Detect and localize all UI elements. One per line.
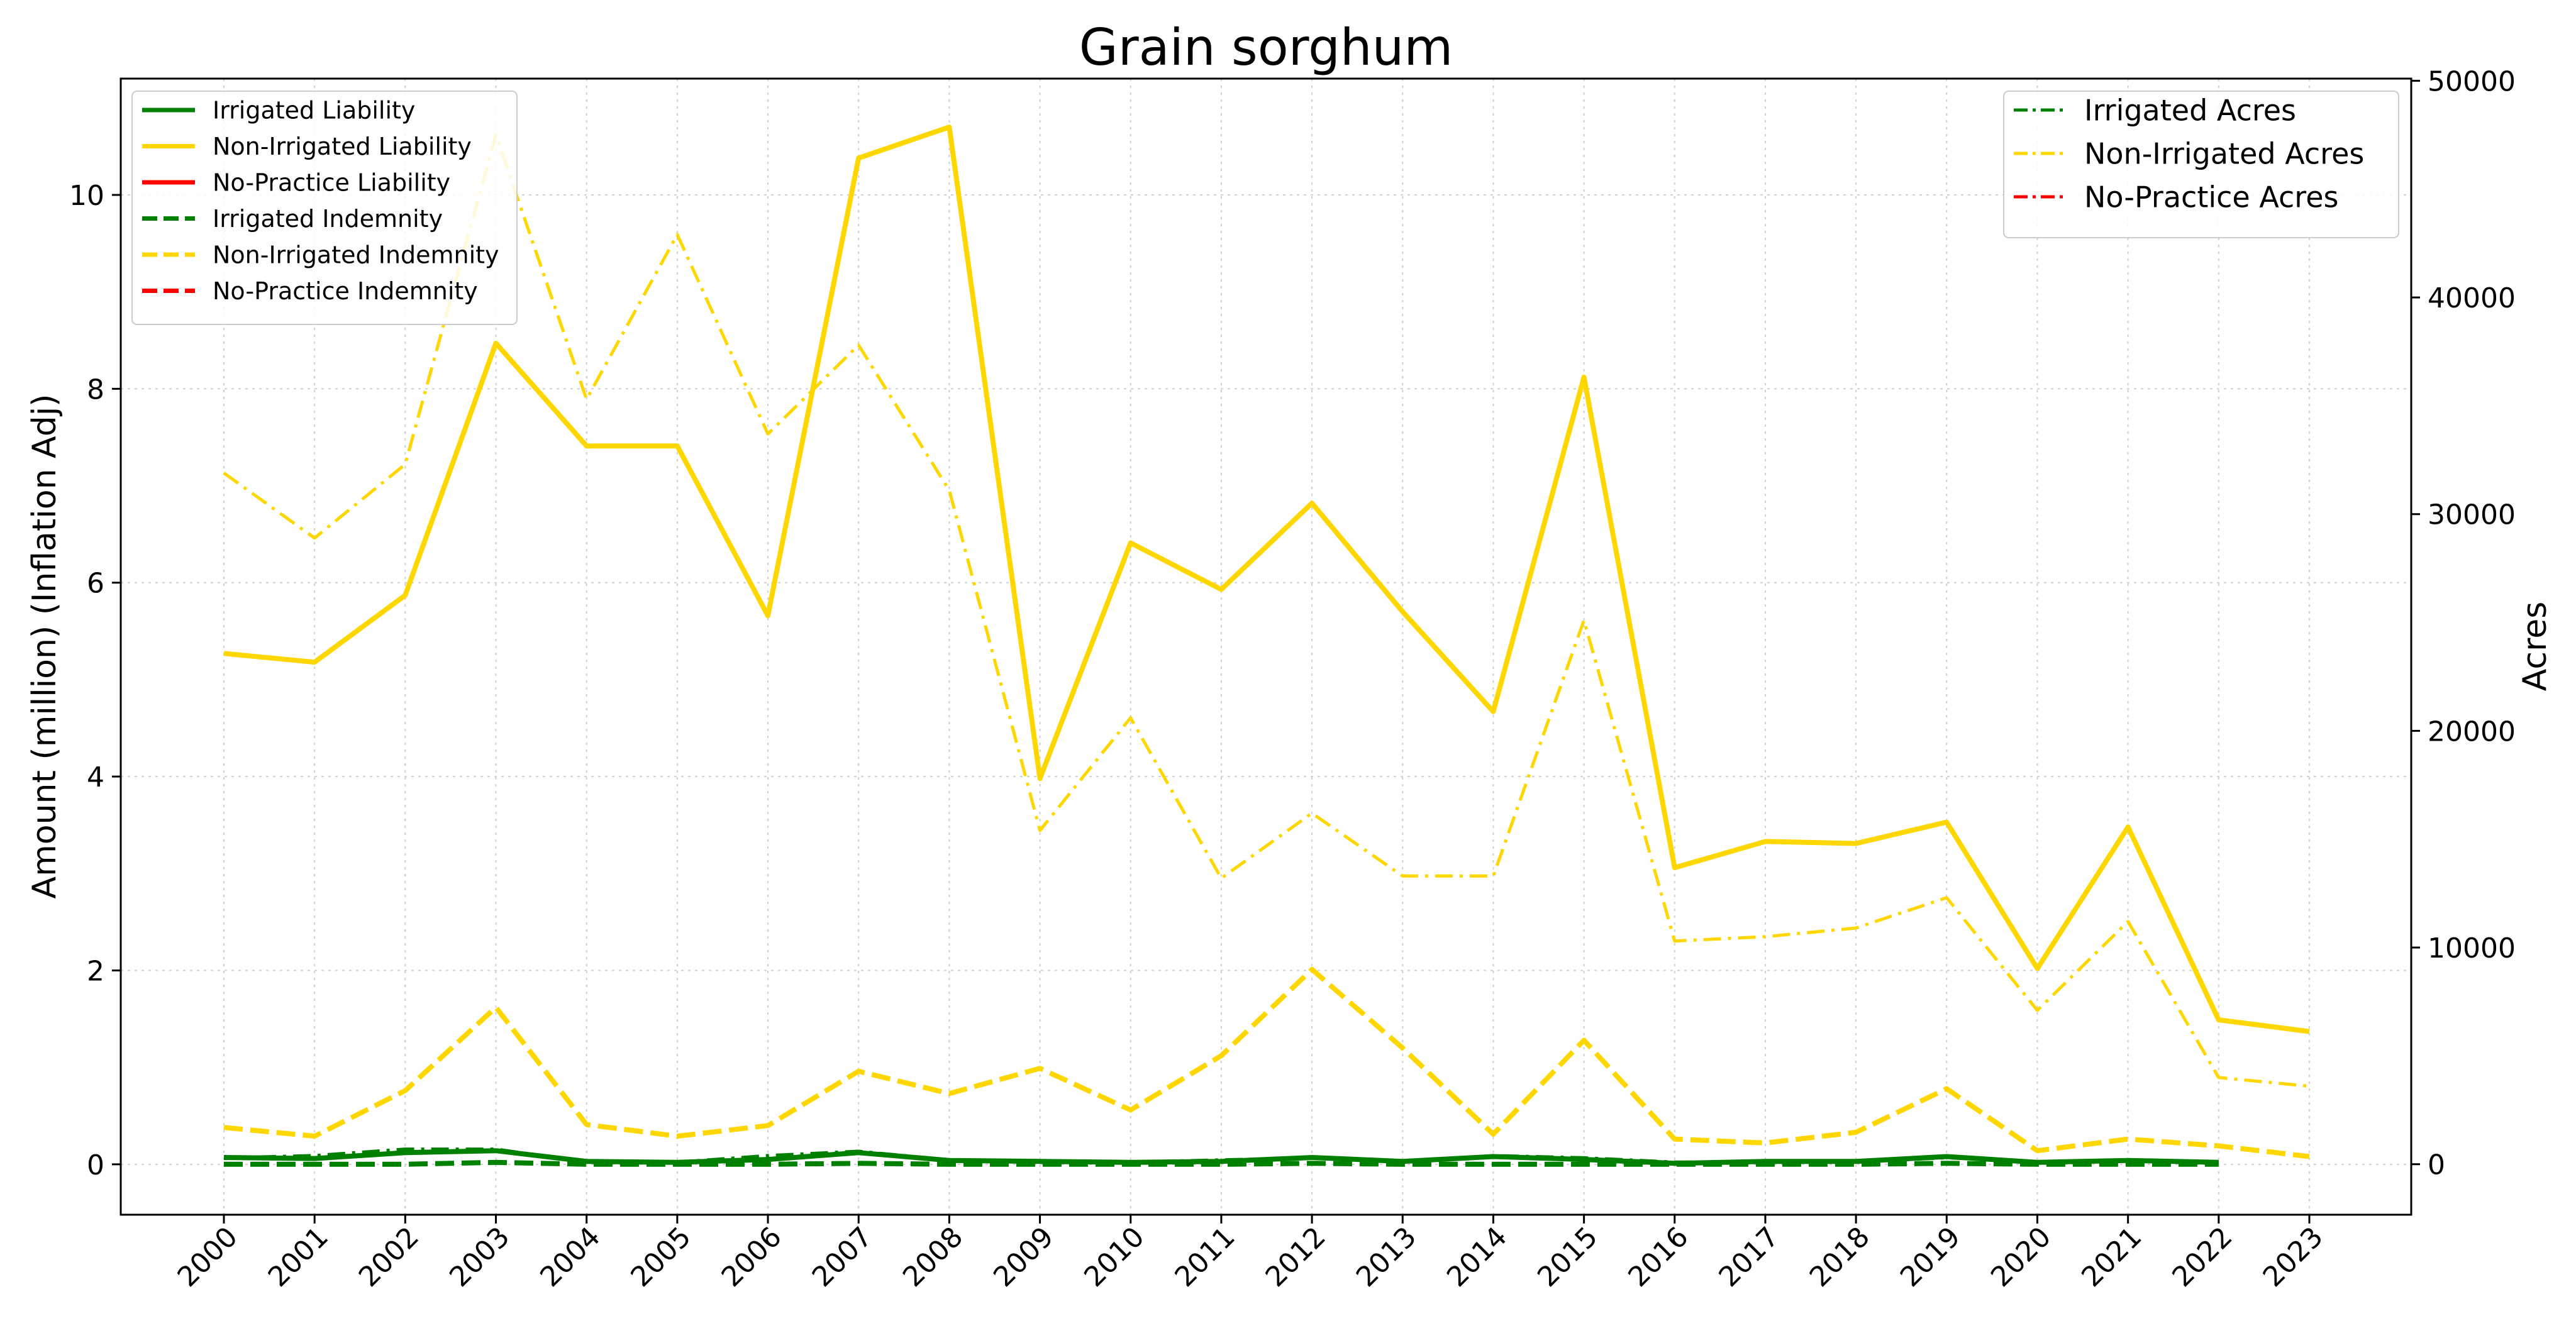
y-left-tick-label: 6 [87, 568, 104, 600]
x-tick-label: 2021 [2075, 1221, 2148, 1293]
x-tick-label: 2003 [443, 1221, 516, 1293]
series-irrigated-indemnity [224, 1159, 2219, 1167]
x-tick-label: 2014 [1441, 1221, 1513, 1293]
x-tick-label: 2015 [1531, 1221, 1604, 1293]
x-tick-label: 2012 [1260, 1221, 1332, 1293]
legend-left: Irrigated Liability Non-Irrigated Liabili… [131, 91, 518, 325]
x-tick-label: 2005 [625, 1221, 697, 1293]
series-non-irrigated-acres [223, 133, 2310, 1088]
y-left-tick-label: 0 [87, 1149, 104, 1181]
y-axis-left-label: Amount (million) (Inflation Adj) [26, 394, 64, 899]
x-tick-label: 2010 [1078, 1221, 1150, 1293]
legend-right: Irrigated Acres Non-Irrigated Acres No-Pra… [2003, 91, 2399, 238]
x-tick-label: 2009 [987, 1221, 1060, 1293]
legend-label-non-irrigated-acres: Non-Irrigated Acres [2084, 137, 2364, 171]
legend-box [2003, 91, 2399, 238]
y-right-tick-label: 40000 [2428, 282, 2516, 314]
y-right-tick-label: 30000 [2428, 499, 2516, 531]
chart-title: Grain sorghum [1079, 18, 1453, 77]
y-axis-right-label: Acres [2516, 602, 2554, 692]
legend-label-irrigated-liability: Irrigated Liability [213, 97, 415, 124]
x-tick-label: 2018 [1804, 1221, 1876, 1293]
series-non-irrigated-indemnity [223, 966, 2310, 1159]
y-left-tick-label: 8 [87, 373, 104, 406]
plot-frame [119, 77, 2412, 1216]
x-tick-label: 2013 [1350, 1221, 1423, 1293]
legend-label-no-practice-acres: No-Practice Acres [2084, 180, 2338, 214]
legend-box [131, 91, 518, 325]
x-tick-label: 2019 [1894, 1221, 1967, 1293]
x-tick-label: 2006 [716, 1221, 788, 1293]
x-tick-label: 2000 [172, 1221, 244, 1293]
x-tick-label: 2016 [1622, 1221, 1694, 1293]
y-left-tick-label: 10 [69, 180, 104, 212]
legend-label-no-practice-liability: No-Practice Liability [213, 169, 450, 197]
legend-label-irrigated-indemnity: Irrigated Indemnity [213, 205, 443, 233]
y-left-tick-label: 2 [87, 955, 104, 987]
x-tick-label: 2023 [2257, 1221, 2329, 1293]
legend-label-irrigated-acres: Irrigated Acres [2084, 94, 2296, 128]
y-left-tick-label: 4 [87, 761, 104, 793]
legend-label-non-irrigated-indemnity: Non-Irrigated Indemnity [213, 241, 499, 269]
x-tick-label: 2002 [353, 1221, 425, 1293]
x-tick-label: 2011 [1169, 1221, 1241, 1293]
series-non-irrigated-liability [223, 124, 2310, 1034]
series-irrigated-liability [223, 1148, 2219, 1166]
legend-label-no-practice-indemnity: No-Practice Indemnity [213, 277, 478, 305]
series-lines [223, 124, 2310, 1167]
x-tick-label: 2022 [2166, 1221, 2238, 1293]
legend-label-non-irrigated-liability: Non-Irrigated Liability [213, 133, 472, 160]
x-tick-label: 2001 [262, 1221, 335, 1293]
x-tick-label: 2020 [1985, 1221, 2057, 1293]
x-tick-label: 2008 [897, 1221, 969, 1293]
y-right-tick-label: 0 [2428, 1149, 2445, 1181]
x-tick-label: 2017 [1713, 1221, 1785, 1293]
y-right-tick-label: 50000 [2428, 65, 2516, 97]
x-tick-label: 2004 [534, 1221, 606, 1293]
x-tick-label: 2007 [806, 1221, 879, 1293]
y-right-tick-label: 20000 [2428, 715, 2516, 748]
y-right-tick-label: 10000 [2428, 932, 2516, 964]
